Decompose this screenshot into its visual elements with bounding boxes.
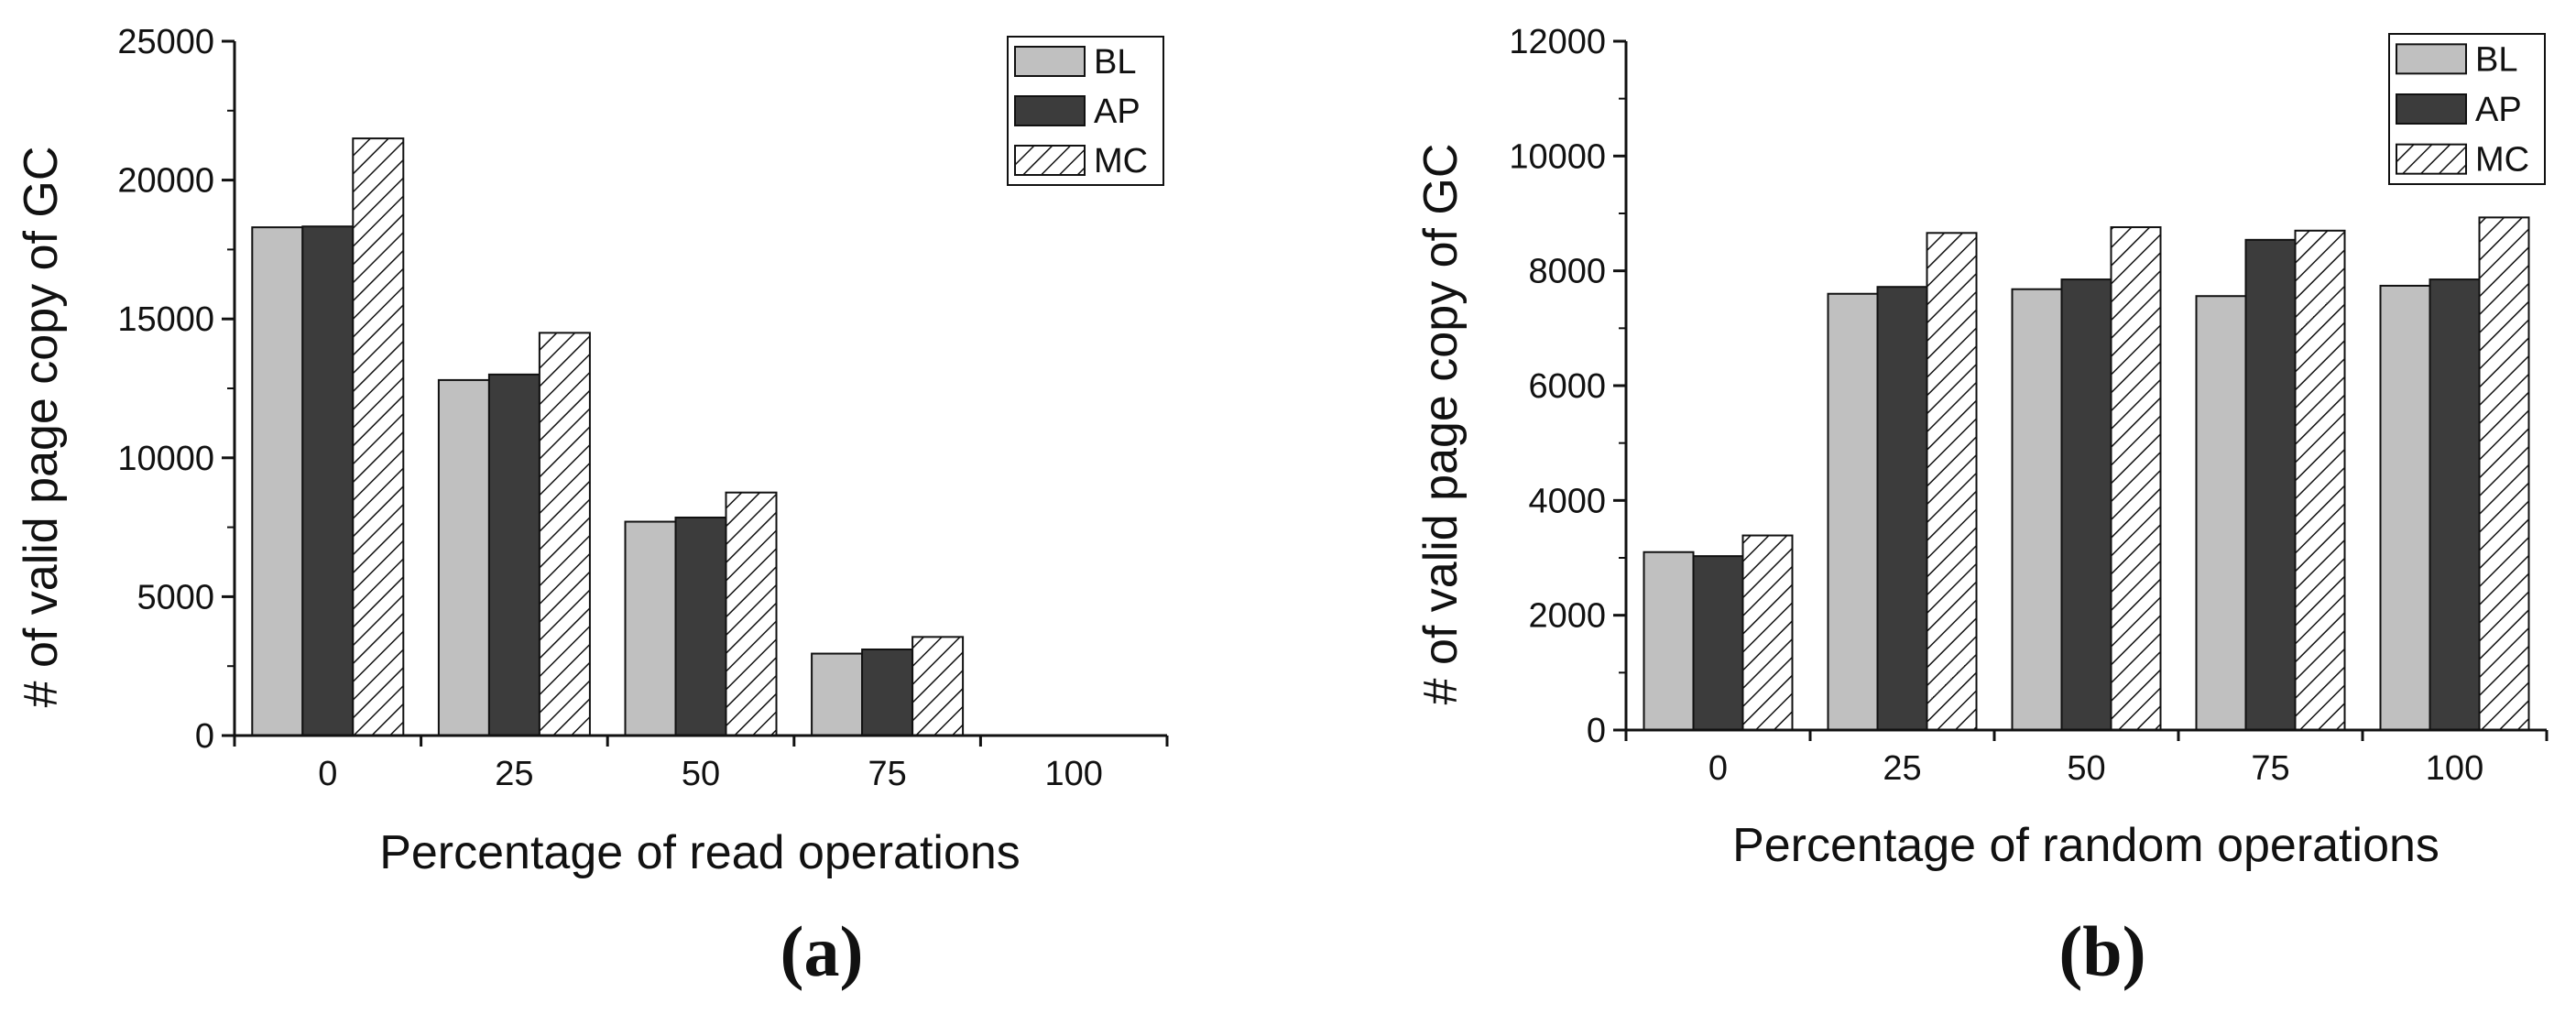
- y-tick-label: 12000: [1509, 23, 1606, 61]
- x-tick-label: 100: [1044, 755, 1102, 793]
- chart-b-legend: BL AP MC: [2388, 33, 2546, 185]
- bar-ap-75: [2244, 238, 2297, 731]
- bar-ap-100: [2429, 278, 2481, 731]
- bar-bl-75: [811, 652, 864, 737]
- y-tick-label: 10000: [117, 440, 214, 478]
- bar-mc-25: [1926, 232, 1978, 732]
- y-tick-label: 5000: [136, 578, 214, 616]
- x-tick-label: 50: [2067, 749, 2105, 788]
- chart-b-bars: [1643, 216, 2530, 732]
- y-tick-label: 20000: [117, 162, 214, 201]
- chart-a-y-ticks: 0 5000 10000 15000 20000 25000: [117, 23, 235, 756]
- bar-mc-100: [2478, 216, 2530, 732]
- y-tick-label: 6000: [1528, 367, 1606, 406]
- x-tick-label: 25: [495, 755, 533, 793]
- chart-a-panel-label: (a): [780, 911, 864, 991]
- legend-swatch-bl: [1014, 46, 1086, 77]
- y-tick-label: 8000: [1528, 253, 1606, 291]
- chart-a-x-ticks: 0 25 50 75 100: [233, 736, 1169, 793]
- y-tick-label: 2000: [1528, 597, 1606, 636]
- bar-ap-50: [674, 516, 727, 736]
- chart-a-x-axis-title: Percentage of read operations: [379, 826, 1021, 879]
- y-tick-label: 0: [195, 717, 214, 756]
- x-tick-label: 0: [1708, 749, 1728, 788]
- bar-mc-50: [725, 491, 778, 736]
- bar-bl-0: [1643, 551, 1695, 731]
- chart-a-bars: [251, 137, 965, 737]
- bar-ap-25: [487, 373, 540, 736]
- bar-ap-75: [861, 649, 914, 736]
- legend-swatch-ap: [2396, 93, 2467, 125]
- bar-mc-0: [1741, 534, 1794, 731]
- x-tick-label: 25: [1883, 749, 1921, 788]
- bar-bl-100: [2379, 284, 2431, 731]
- x-tick-label: 75: [868, 755, 906, 793]
- legend-swatch-bl: [2396, 43, 2467, 75]
- bar-mc-50: [2110, 226, 2162, 732]
- chart-a-legend: BL AP MC: [1007, 36, 1164, 186]
- bar-bl-25: [437, 378, 490, 736]
- x-tick-label: 0: [318, 755, 337, 793]
- chart-a-y-axis-title: # of valid page copy of GC: [15, 147, 68, 708]
- legend-swatch-mc: [1014, 145, 1086, 176]
- legend-label-ap: AP: [2475, 91, 2522, 129]
- chart-b-panel-label: (b): [2058, 911, 2145, 991]
- bar-mc-75: [911, 636, 965, 737]
- bar-mc-0: [352, 137, 405, 736]
- y-tick-label: 4000: [1528, 482, 1606, 520]
- bar-bl-0: [251, 226, 304, 737]
- bar-mc-75: [2294, 229, 2346, 732]
- bar-mc-25: [538, 332, 591, 736]
- bar-bl-25: [1827, 292, 1879, 731]
- chart-b-x-ticks: 0 25 50 75 100: [1624, 730, 2549, 788]
- legend-swatch-ap: [1014, 95, 1086, 126]
- legend-label-mc: MC: [1094, 142, 1148, 180]
- bar-bl-75: [2195, 295, 2247, 731]
- y-tick-label: 10000: [1509, 137, 1606, 176]
- bar-ap-25: [1876, 286, 1928, 731]
- x-tick-label: 50: [682, 755, 720, 793]
- legend-label-mc: MC: [2475, 141, 2529, 180]
- y-tick-label: 0: [1587, 712, 1606, 750]
- chart-b-y-axis-title: # of valid page copy of GC: [1414, 144, 1468, 705]
- chart-b-y-ticks: 0 2000 4000 6000 8000 10000 12000: [1509, 23, 1626, 750]
- legend-label-ap: AP: [1094, 93, 1141, 131]
- x-tick-label: 75: [2251, 749, 2289, 788]
- bar-bl-50: [2011, 288, 2063, 731]
- legend-label-bl: BL: [2475, 40, 2517, 79]
- chart-b: 0 2000 4000 6000 8000 10000 12000 0 25 50 75 100 P…: [1414, 23, 2549, 991]
- legend-label-bl: BL: [1094, 43, 1136, 82]
- x-tick-label: 100: [2426, 749, 2483, 788]
- legend-swatch-mc: [2396, 143, 2467, 175]
- chart-a: 0 5000 10000 15000 20000 25000 0 25 50 75 100 Per…: [15, 23, 1169, 991]
- bar-bl-50: [624, 520, 677, 737]
- y-tick-label: 15000: [117, 300, 214, 339]
- y-tick-label: 25000: [117, 23, 214, 61]
- bar-ap-0: [1692, 555, 1744, 731]
- chart-b-x-axis-title: Percentage of random operations: [1732, 819, 2440, 872]
- bar-ap-50: [2060, 278, 2112, 731]
- bar-ap-0: [301, 225, 355, 737]
